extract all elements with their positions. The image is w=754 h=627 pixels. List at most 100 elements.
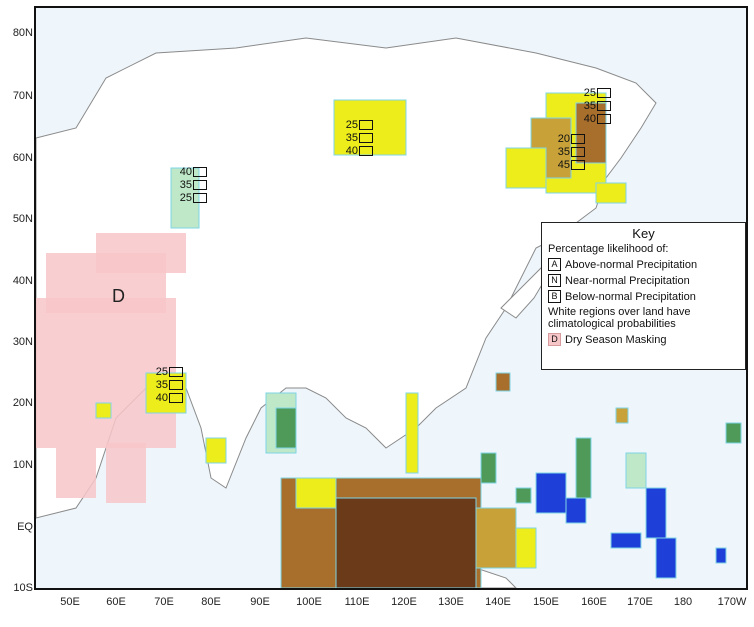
lon-label: 90E — [250, 596, 270, 608]
probability-cell — [715, 547, 727, 564]
key-item-label: Above-normal Precipitation — [565, 258, 698, 271]
key-item-label: Below-normal Precipitation — [565, 290, 696, 303]
probability-group-okhotsk: 20 35 45 — [556, 133, 585, 172]
key-item-dry-season: D Dry Season Masking — [548, 333, 739, 346]
key-item-label: Near-normal Precipitation — [565, 274, 690, 287]
lon-label: 170W — [717, 596, 747, 608]
key-subtitle: Percentage likelihood of: — [548, 243, 669, 255]
probability-box — [571, 147, 585, 157]
lon-label: 160E — [581, 596, 607, 608]
probability-cell — [610, 532, 642, 549]
lon-label: 170E — [627, 596, 653, 608]
key-note: White regions over land have climatologi… — [548, 306, 691, 330]
probability-cell — [275, 407, 297, 449]
probability-cell — [645, 487, 667, 539]
probability-value: 35 — [179, 179, 192, 191]
probability-cell — [333, 99, 407, 156]
lon-label: 150E — [533, 596, 559, 608]
lon-label: 130E — [438, 596, 464, 608]
probability-value: 35 — [583, 100, 596, 112]
probability-box — [359, 146, 373, 156]
lat-label: 10N — [12, 459, 33, 471]
key-item-below: B Below-normal Precipitation — [548, 290, 739, 303]
key-item-above: A Above-normal Precipitation — [548, 258, 739, 271]
probability-value: 40 — [179, 166, 192, 178]
probability-value: 20 — [557, 133, 570, 145]
probability-cell — [480, 452, 497, 484]
probability-box — [571, 160, 585, 170]
lat-label: 30N — [12, 336, 33, 348]
probability-value: 25 — [345, 119, 358, 131]
probability-cell — [505, 147, 547, 189]
probability-value: 45 — [557, 159, 570, 171]
probability-cell — [405, 392, 419, 474]
lon-label: 180 — [673, 596, 693, 608]
map-frame — [34, 6, 748, 590]
map-key: Key Percentage likelihood of: A Above-no… — [541, 222, 746, 370]
probability-cell — [565, 497, 587, 524]
probability-box — [193, 193, 207, 203]
probability-cell — [515, 487, 532, 504]
probability-box — [571, 134, 585, 144]
probability-group-kamchatka-north: 25 35 40 — [582, 87, 611, 126]
key-item-near: N Near-normal Precipitation — [548, 274, 739, 287]
probability-box — [193, 167, 207, 177]
probability-value: 25 — [583, 87, 596, 99]
probability-value: 35 — [155, 379, 168, 391]
probability-cell — [475, 507, 517, 569]
key-letter: D — [548, 333, 561, 346]
probability-value: 25 — [179, 192, 192, 204]
probability-box — [169, 393, 183, 403]
lon-label: 100E — [296, 596, 322, 608]
probability-cell — [295, 477, 337, 509]
key-title: Key — [632, 226, 655, 241]
lon-label: 50E — [60, 596, 80, 608]
lon-label: 140E — [485, 596, 511, 608]
probability-value: 35 — [557, 146, 570, 158]
probability-cell — [495, 372, 511, 392]
key-item-label: Dry Season Masking — [565, 333, 667, 346]
key-letter: N — [548, 274, 561, 287]
probability-box — [359, 120, 373, 130]
lat-label: 40N — [12, 275, 33, 287]
probability-cell — [515, 527, 537, 569]
probability-box — [597, 114, 611, 124]
dry-season-cell — [56, 448, 96, 498]
lat-label: 50N — [12, 213, 33, 225]
probability-cell — [725, 422, 742, 444]
probability-cell — [655, 537, 677, 579]
probability-cell — [615, 407, 629, 424]
probability-value: 25 — [155, 366, 168, 378]
dry-season-label: D — [112, 286, 125, 306]
probability-cell — [595, 182, 627, 204]
probability-group-india-west: 25 35 40 — [154, 366, 183, 405]
probability-group-western-siberia: 40 35 25 — [178, 166, 207, 205]
lat-label: 60N — [12, 152, 33, 164]
probability-cell — [205, 437, 227, 464]
dry-season-cell — [96, 233, 186, 273]
probability-cell — [535, 472, 567, 514]
key-letter: A — [548, 258, 561, 271]
probability-cell — [575, 102, 607, 164]
probability-box — [169, 367, 183, 377]
probability-box — [597, 101, 611, 111]
probability-cell — [335, 497, 477, 588]
lat-label: 80N — [12, 27, 33, 39]
probability-box — [169, 380, 183, 390]
probability-box — [193, 180, 207, 190]
probability-box — [597, 88, 611, 98]
probability-value: 40 — [155, 392, 168, 404]
lat-label: 20N — [12, 397, 33, 409]
lon-label: 80E — [201, 596, 221, 608]
dry-season-cell — [106, 443, 146, 503]
probability-box — [359, 133, 373, 143]
probability-cell — [575, 437, 592, 499]
lat-label: 70N — [12, 90, 33, 102]
lon-label: 70E — [154, 596, 174, 608]
probability-group-central-siberia: 25 35 40 — [344, 119, 373, 158]
lon-label: 110E — [344, 596, 370, 608]
lat-label: 10S — [13, 582, 33, 594]
probability-value: 40 — [345, 145, 358, 157]
key-letter: B — [548, 290, 561, 303]
probability-value: 35 — [345, 132, 358, 144]
